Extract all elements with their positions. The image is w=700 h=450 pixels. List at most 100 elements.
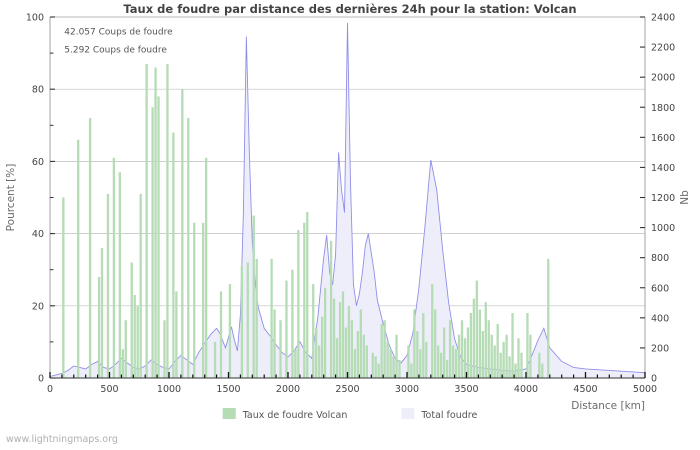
bar bbox=[187, 118, 190, 378]
bar bbox=[395, 334, 398, 378]
bar bbox=[88, 118, 92, 378]
bar bbox=[398, 359, 401, 378]
x-tick-label: 0 bbox=[47, 384, 53, 395]
bar bbox=[133, 294, 136, 378]
bar bbox=[377, 363, 380, 378]
bar bbox=[136, 305, 139, 378]
bar bbox=[320, 316, 324, 378]
bar bbox=[529, 334, 532, 378]
bar bbox=[338, 302, 342, 378]
bar bbox=[386, 341, 389, 378]
y-tick-label-right: 1400 bbox=[651, 163, 675, 174]
y-tick-label-left: 20 bbox=[32, 301, 44, 312]
bar bbox=[350, 320, 354, 378]
bar bbox=[520, 352, 523, 378]
bar bbox=[413, 309, 416, 378]
bar bbox=[145, 63, 148, 379]
bar bbox=[356, 331, 360, 378]
bar bbox=[493, 345, 496, 378]
bar bbox=[538, 352, 541, 378]
bar bbox=[106, 193, 110, 378]
bar bbox=[273, 309, 276, 378]
bar bbox=[490, 334, 493, 378]
bar bbox=[329, 240, 333, 378]
y-tick-label-left: 100 bbox=[26, 13, 44, 24]
legend-label: Taux de foudre Volcan bbox=[242, 410, 348, 421]
bar bbox=[374, 356, 377, 378]
bar bbox=[454, 349, 458, 378]
bar bbox=[517, 338, 520, 378]
x-tick-label: 2000 bbox=[276, 384, 300, 395]
y-tick-label-right: 0 bbox=[651, 374, 657, 385]
y-tick-label-left: 80 bbox=[32, 85, 44, 96]
legend-swatch bbox=[401, 408, 415, 419]
bar bbox=[285, 280, 288, 378]
bar bbox=[157, 96, 160, 379]
chart-title: Taux de foudre par distance des dernière… bbox=[123, 2, 577, 16]
bar bbox=[410, 363, 413, 378]
bar bbox=[353, 349, 357, 378]
bar bbox=[407, 345, 410, 378]
bar bbox=[252, 215, 255, 378]
bar bbox=[463, 338, 467, 378]
x-tick-label: 1500 bbox=[216, 384, 240, 395]
bar bbox=[303, 222, 306, 378]
bar bbox=[362, 334, 365, 378]
y-tick-label-left: 60 bbox=[32, 157, 44, 168]
bar bbox=[163, 320, 166, 378]
bar bbox=[139, 193, 142, 378]
x-tick-label: 2500 bbox=[335, 384, 359, 395]
bar bbox=[431, 284, 434, 378]
bar bbox=[112, 157, 116, 378]
y-tick-label-right: 400 bbox=[651, 313, 669, 324]
bar bbox=[442, 327, 446, 378]
x-tick-label: 3000 bbox=[395, 384, 419, 395]
bar bbox=[201, 222, 205, 378]
bar bbox=[118, 172, 122, 378]
bar bbox=[422, 313, 425, 378]
footer-url: www.lightningmaps.org bbox=[6, 434, 118, 445]
bar bbox=[181, 89, 184, 378]
total-foudre-area bbox=[50, 23, 645, 379]
y-tick-label-right: 200 bbox=[651, 343, 669, 354]
bar bbox=[175, 291, 178, 378]
bar bbox=[166, 63, 169, 379]
bar bbox=[547, 258, 550, 378]
bar bbox=[496, 323, 499, 378]
bar bbox=[425, 341, 428, 378]
bar bbox=[457, 334, 461, 378]
bar bbox=[526, 313, 529, 378]
bar bbox=[97, 276, 101, 378]
bar bbox=[472, 298, 476, 378]
bar bbox=[172, 132, 175, 378]
x-tick-label: 1000 bbox=[157, 384, 181, 395]
bar bbox=[502, 341, 505, 378]
bar bbox=[383, 320, 386, 378]
taux-foudre-bars bbox=[62, 63, 550, 379]
bar bbox=[62, 197, 65, 378]
bar bbox=[270, 258, 273, 378]
legend-item[interactable]: Taux de foudre Volcan bbox=[222, 408, 348, 421]
y-tick-label-left: 40 bbox=[32, 229, 44, 240]
bar bbox=[451, 345, 455, 378]
x-tick-label: 500 bbox=[100, 384, 118, 395]
y-tick-label-right: 600 bbox=[651, 283, 669, 294]
y-tick-label-right: 1200 bbox=[651, 193, 675, 204]
bar bbox=[359, 309, 362, 378]
bar bbox=[437, 345, 440, 378]
bar bbox=[380, 323, 383, 378]
bar bbox=[341, 291, 345, 378]
y-axis-title-right: Nb bbox=[679, 190, 691, 205]
legend-item[interactable]: Total foudre bbox=[401, 408, 477, 421]
bar bbox=[335, 338, 339, 378]
bar bbox=[541, 363, 544, 378]
bar bbox=[371, 352, 374, 378]
bar bbox=[323, 287, 327, 378]
bar bbox=[511, 313, 514, 378]
x-tick-label: 4000 bbox=[514, 384, 538, 395]
bar bbox=[315, 327, 318, 378]
bar bbox=[347, 305, 351, 378]
chart-annotation: 42.057 Coups de foudre bbox=[64, 27, 173, 37]
